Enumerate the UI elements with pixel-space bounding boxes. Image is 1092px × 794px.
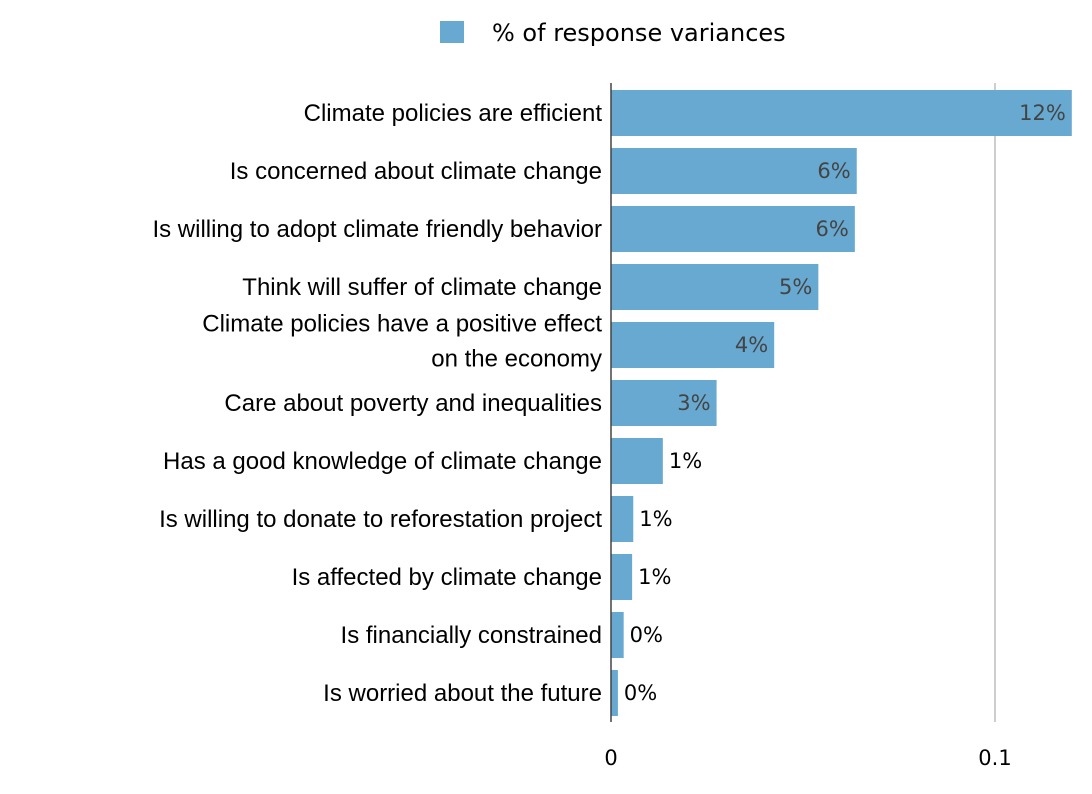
category-label-1: Is concerned about climate change: [230, 158, 602, 185]
data-label-9: 0%: [630, 623, 663, 647]
x-axis-ticks: 0 0.1: [604, 746, 1011, 770]
x-tick-label-0: 0: [604, 746, 617, 770]
bar-3: [611, 264, 819, 310]
data-label-1: 6%: [817, 159, 850, 183]
bars-group: 12% 6% 6% 5% 4% 3% 1% 1% 1% 0% 0%: [610, 83, 1072, 722]
data-label-6: 1%: [669, 449, 702, 473]
bar-0: [611, 90, 1072, 136]
x-tick-label-1: 0.1: [978, 746, 1011, 770]
category-label-10: Is worried about the future: [323, 680, 602, 707]
category-label-5: Care about poverty and inequalities: [224, 390, 602, 417]
bar-5: [611, 380, 717, 426]
category-labels: Climate policies are efficient Is concern…: [152, 100, 602, 707]
bar-2: [611, 206, 855, 252]
legend-swatch: [440, 21, 464, 43]
data-label-2: 6%: [816, 217, 849, 241]
data-label-4: 4%: [735, 333, 768, 357]
category-label-7: Is willing to donate to reforestation pr…: [159, 506, 602, 533]
bar-4: [611, 322, 775, 368]
data-label-10: 0%: [624, 681, 657, 705]
legend: % of response variances: [440, 19, 786, 47]
bar-7: [611, 496, 634, 542]
category-label-3: Think will suffer of climate change: [242, 274, 602, 301]
category-label-9: Is financially constrained: [341, 622, 602, 649]
bar-6: [611, 438, 663, 484]
bar-1: [611, 148, 857, 194]
category-label-6: Has a good knowledge of climate change: [163, 448, 602, 475]
data-label-3: 5%: [779, 275, 812, 299]
data-label-5: 3%: [677, 391, 710, 415]
category-label-4-line-0: Climate policies have a positive effect: [202, 311, 602, 338]
category-label-8: Is affected by climate change: [292, 564, 602, 591]
category-label-4-line-1: on the economy: [431, 346, 602, 373]
data-label-0: 12%: [1019, 101, 1066, 125]
data-label-8: 1%: [638, 565, 671, 589]
bar-10: [611, 670, 618, 716]
category-label-2: Is willing to adopt climate friendly beh…: [152, 216, 602, 243]
data-label-7: 1%: [639, 507, 672, 531]
legend-label: % of response variances: [492, 19, 786, 47]
bar-8: [611, 554, 633, 600]
category-label-0: Climate policies are efficient: [304, 100, 603, 127]
bar-9: [611, 612, 624, 658]
